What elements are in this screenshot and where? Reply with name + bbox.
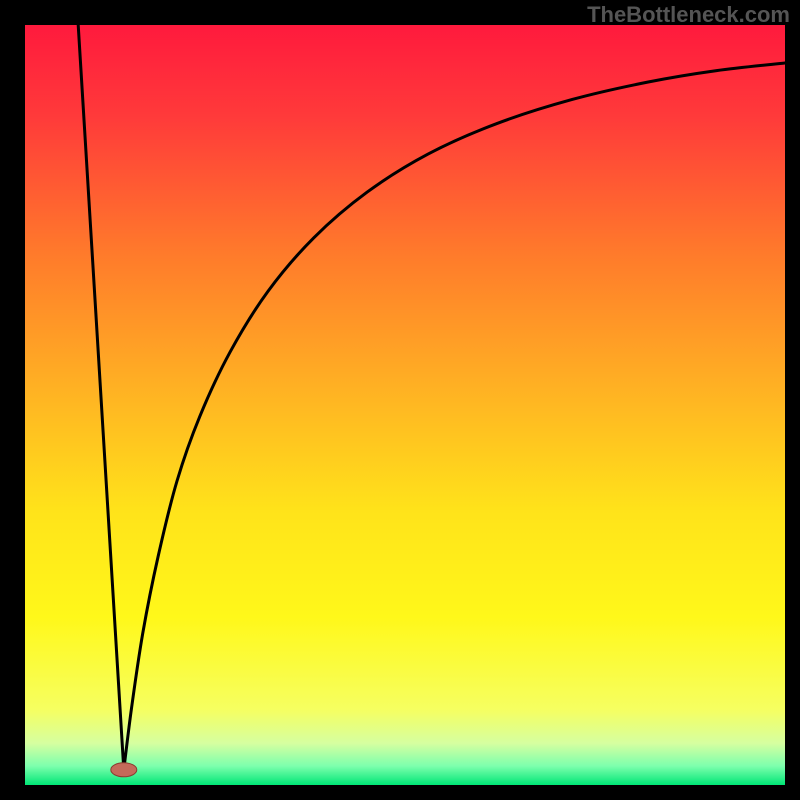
plot-svg xyxy=(25,25,785,785)
optimal-node xyxy=(111,763,137,777)
watermark-label: TheBottleneck.com xyxy=(587,2,790,28)
chart-container: TheBottleneck.com xyxy=(0,0,800,800)
plot-area xyxy=(25,25,785,785)
heat-gradient xyxy=(25,25,785,785)
